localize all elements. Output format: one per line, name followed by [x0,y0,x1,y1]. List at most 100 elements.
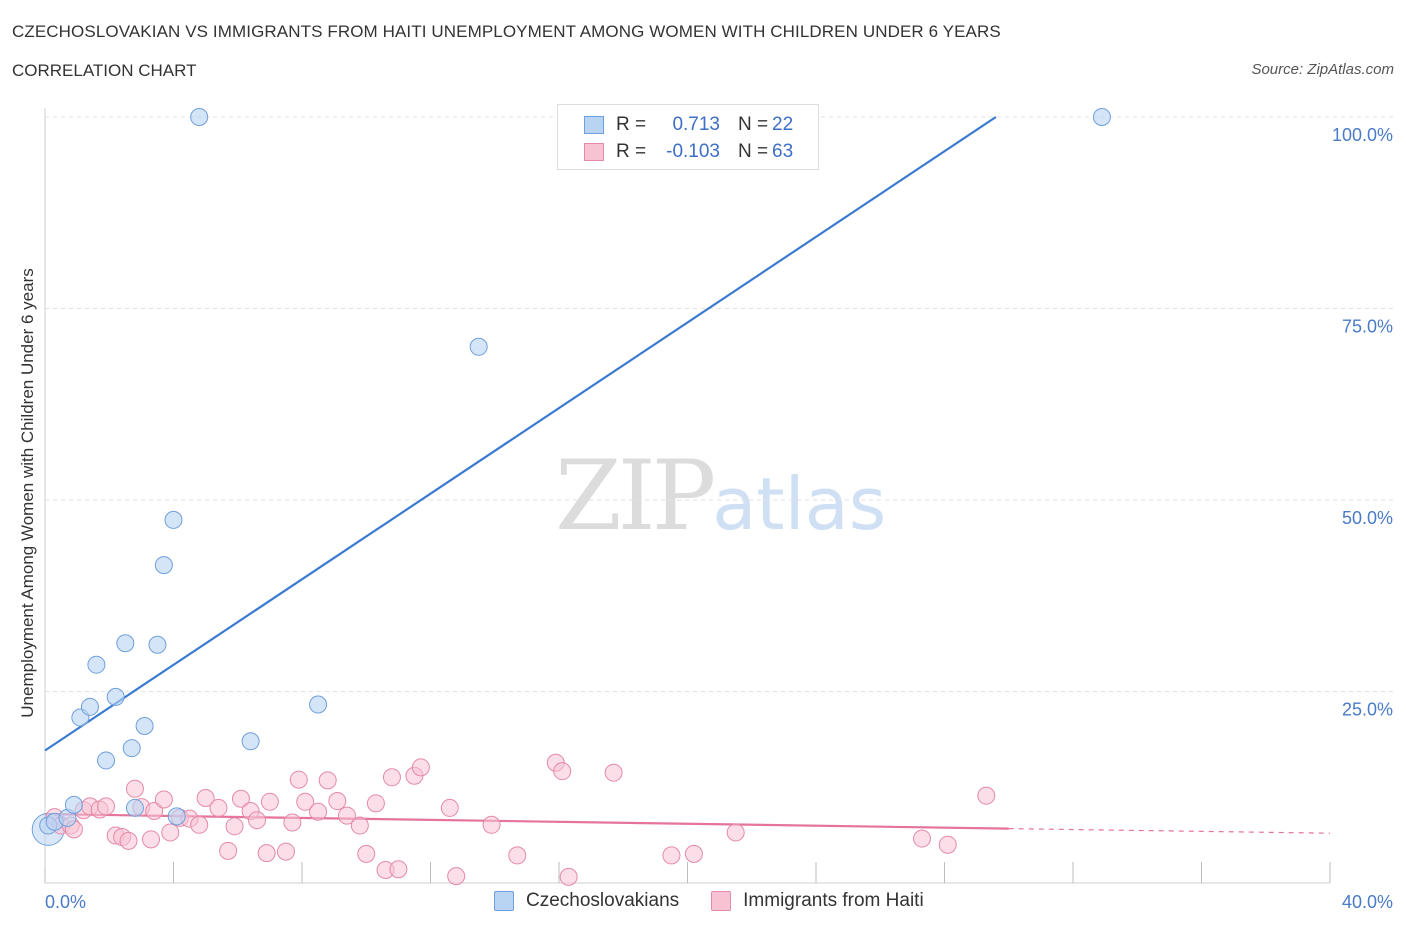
legend-r-value: -0.103 [666,141,720,162]
data-point-czechoslovakians [164,510,183,529]
data-point-czechoslovakians [64,795,83,814]
data-point-czechoslovakians [80,697,99,716]
data-point-haiti [276,842,295,861]
data-point-haiti [145,801,164,820]
data-point-czechoslovakians [469,337,488,356]
data-point-haiti [248,811,267,830]
legend-n-label: N = [738,114,769,135]
data-point-haiti [119,831,138,850]
data-point-haiti [382,768,401,787]
y-tick-label: 50.0% [1342,508,1393,528]
data-point-haiti [366,794,385,813]
trend-line-haiti-extension [1008,828,1331,834]
data-point-haiti [553,762,572,781]
data-point-haiti [257,844,276,863]
data-point-haiti [225,817,244,836]
legend-item-czechoslovakians[interactable]: Czechoslovakians [494,890,679,912]
data-point-haiti [357,844,376,863]
point-layer [31,108,1111,886]
data-point-haiti [209,798,228,817]
legend-n-label: N = [738,141,769,162]
data-point-haiti [389,860,408,879]
trend-line-czechoslovakians [44,116,997,752]
stats-legend: R = 0.713 N = 22 R = -0.103 N = 63 [557,104,819,170]
label-layer: 100.0% 75.0% 50.0% 25.0% 0.0% 40.0% [45,125,1393,912]
data-point-czechoslovakians [135,716,154,735]
watermark: ZIPatlas [555,440,886,552]
watermark-zip: ZIP [555,440,716,552]
x-tick-label: 40.0% [1342,892,1393,912]
data-point-haiti [97,797,116,816]
series-legend: Czechoslovakians Immigrants from Haiti [494,890,956,912]
data-point-haiti [977,786,996,805]
data-point-haiti [662,846,681,865]
trend-line-haiti [44,812,1009,830]
data-point-haiti [309,802,328,821]
data-point-haiti [328,792,347,811]
data-point-czechoslovakians [148,635,167,654]
data-point-haiti [190,815,209,834]
legend-item-haiti[interactable]: Immigrants from Haiti [711,890,924,912]
data-point-haiti [411,758,430,777]
data-point-czechoslovakians [1092,108,1111,126]
data-point-haiti [440,798,459,817]
data-point-haiti [161,823,180,842]
source-label: Source: ZipAtlas.com [1251,61,1394,78]
data-point-haiti [125,779,144,798]
data-point-haiti [350,816,369,835]
data-point-haiti [337,806,356,825]
data-point-haiti [684,844,703,863]
data-point-haiti [726,823,745,842]
trend-layer [44,116,1331,834]
data-point-haiti [482,815,501,834]
data-point-haiti [508,846,527,865]
y-tick-label: 100.0% [1332,125,1393,145]
data-point-czechoslovakians [116,634,135,653]
legend-swatch-blue [584,116,604,134]
data-point-czechoslovakians [154,556,173,575]
data-point-haiti [604,763,623,782]
data-point-haiti [913,829,932,848]
data-point-czechoslovakians [167,807,186,826]
grid-layer [45,116,1395,692]
data-point-haiti [318,771,337,790]
data-point-czechoslovakians [125,798,144,817]
axis-layer [44,108,1331,884]
data-point-czechoslovakians [106,687,125,706]
data-point-czechoslovakians [241,732,260,751]
legend-n-value: 22 [772,114,794,135]
data-point-czechoslovakians [122,739,141,758]
legend-n-value: 63 [772,141,794,162]
legend-r-label: R = [616,114,647,135]
legend-swatch-pink [711,891,732,911]
chart-subtitle: CORRELATION CHART [12,61,197,80]
data-point-haiti [559,867,578,886]
data-point-czechoslovakians [190,108,209,126]
data-point-haiti [938,835,957,854]
legend-label-czechoslovakians: Czechoslovakians [526,890,680,911]
watermark-atlas: atlas [712,462,887,546]
y-tick-label: 25.0% [1342,700,1393,720]
data-point-haiti [447,867,466,886]
data-point-czechoslovakians [309,695,328,714]
legend-r-value: 0.713 [672,114,720,135]
data-point-czechoslovakians [97,751,116,770]
data-point-haiti [289,770,308,789]
data-point-haiti [283,813,302,832]
legend-swatch-pink [584,143,604,161]
data-point-czechoslovakians [87,655,106,674]
legend-swatch-blue [494,891,514,911]
data-point-haiti [260,792,279,811]
legend-row-czechoslovakians: R = 0.713 N = 22 [584,113,793,137]
data-point-haiti [296,792,315,811]
y-axis-label: Unemployment Among Women with Children U… [18,268,37,717]
data-point-haiti [154,790,173,809]
data-point-haiti [219,841,238,860]
legend-r-label: R = [616,141,647,162]
legend-row-haiti: R = -0.103 N = 63 [584,140,793,164]
x-tick-label: 0.0% [45,892,86,912]
data-point-haiti [142,830,161,849]
data-point-haiti [196,788,215,807]
legend-label-haiti: Immigrants from Haiti [743,890,924,911]
